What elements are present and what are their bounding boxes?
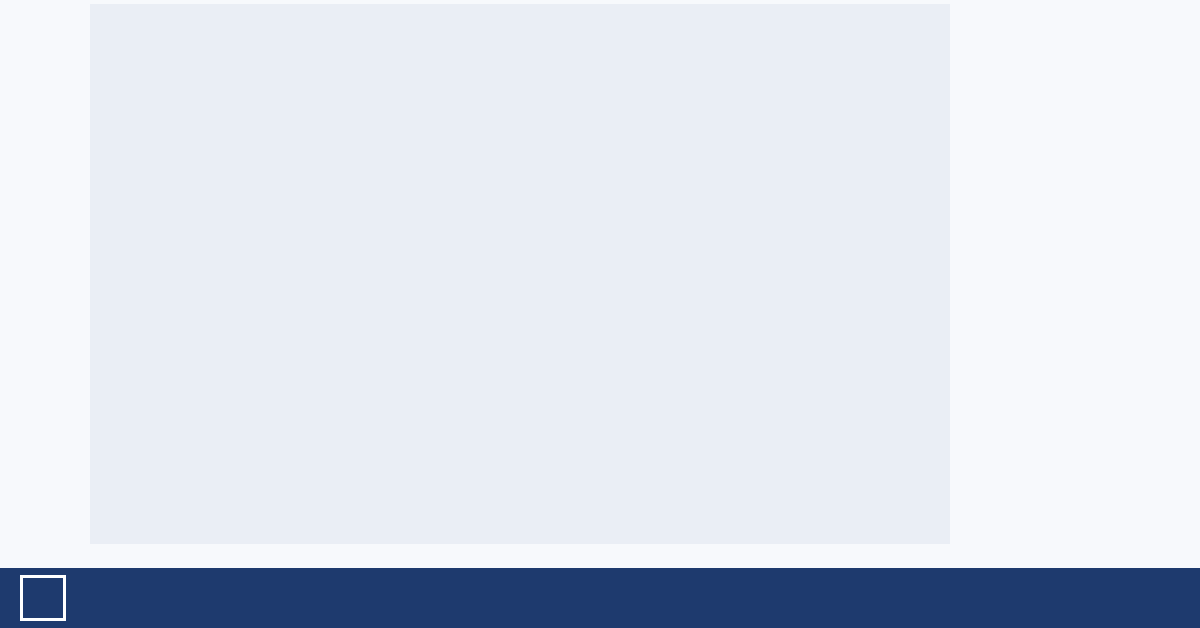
chart-canvas: [0, 0, 1200, 568]
colorbar: [1050, 4, 1074, 544]
footer-banner: [0, 568, 1200, 628]
logo: [20, 575, 74, 621]
logo-mark: [20, 575, 66, 621]
plot-background: [90, 4, 950, 544]
